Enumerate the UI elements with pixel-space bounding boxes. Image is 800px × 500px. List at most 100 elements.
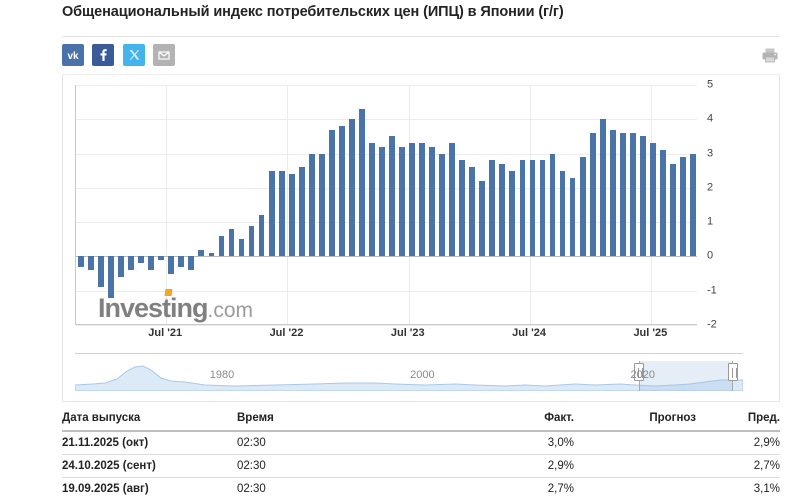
navigator-handle-right[interactable] xyxy=(727,363,738,381)
chart-bar[interactable] xyxy=(529,160,536,257)
chart-bar[interactable] xyxy=(348,119,355,257)
chart-bar[interactable] xyxy=(369,143,375,257)
chart-bar[interactable] xyxy=(680,157,686,257)
chart-bar[interactable] xyxy=(609,129,616,257)
twitter-share-button[interactable] xyxy=(122,44,145,66)
vk-share-button[interactable]: vk xyxy=(62,44,84,66)
table-row[interactable]: 24.10.2025 (сент) 02:30 2,9% 2,7% xyxy=(62,454,780,478)
table-cell-date: 21.11.2025 (окт) xyxy=(62,431,237,455)
title-divider xyxy=(62,36,780,37)
column-header-forecast[interactable]: Прогноз xyxy=(592,410,702,432)
chart-bar[interactable] xyxy=(138,256,145,264)
chart-bar[interactable] xyxy=(399,146,405,257)
table-cell-actual: 2,9% xyxy=(472,454,592,478)
chart-bar[interactable] xyxy=(489,160,496,257)
grid-line xyxy=(76,187,697,189)
table-cell-previous: 2,9% xyxy=(702,431,780,455)
chart-bar[interactable] xyxy=(268,170,275,257)
chart-bar[interactable] xyxy=(569,177,576,257)
column-header-time[interactable]: Время xyxy=(237,410,472,432)
chart-bars[interactable] xyxy=(76,85,697,324)
chart-bar[interactable] xyxy=(248,225,255,257)
chart-bar[interactable] xyxy=(379,146,385,257)
chart-bar[interactable] xyxy=(238,239,245,257)
chart-bar[interactable] xyxy=(118,256,125,277)
print-button[interactable] xyxy=(760,45,780,65)
chart-bar[interactable] xyxy=(218,235,225,257)
chart-bar[interactable] xyxy=(148,256,155,271)
chart-bar[interactable] xyxy=(298,167,305,257)
chart-bar[interactable] xyxy=(178,256,185,267)
grid-line-vertical xyxy=(166,85,168,324)
chart-bar[interactable] xyxy=(318,153,325,257)
table-row[interactable]: 19.09.2025 (авг) 02:30 2,7% 3,1% xyxy=(62,477,780,500)
table-cell-forecast xyxy=(592,431,702,455)
chart-bar[interactable] xyxy=(549,153,556,257)
column-header-date[interactable]: Дата выпуска xyxy=(62,410,237,432)
chart-bar[interactable] xyxy=(278,170,285,257)
chart-bar[interactable] xyxy=(509,170,516,257)
chart-bar[interactable] xyxy=(479,181,486,257)
chart-bar[interactable] xyxy=(88,256,94,271)
facebook-share-button[interactable] xyxy=(92,44,115,66)
chart-bar[interactable] xyxy=(168,256,175,274)
chart-bar[interactable] xyxy=(639,136,646,257)
chart-bar[interactable] xyxy=(78,256,84,267)
chart-bar[interactable] xyxy=(629,133,636,257)
chart-bar[interactable] xyxy=(128,256,135,271)
chart-bar[interactable] xyxy=(429,146,436,257)
chart-bar[interactable] xyxy=(670,163,676,257)
chart-bar[interactable] xyxy=(559,170,566,257)
chart-bar[interactable] xyxy=(288,174,295,257)
chart-bar[interactable] xyxy=(659,150,666,257)
chart-bar[interactable] xyxy=(308,153,315,257)
chart-bar[interactable] xyxy=(328,129,335,257)
chart-bar[interactable] xyxy=(499,163,506,257)
email-share-button[interactable] xyxy=(153,44,176,66)
chart-bar[interactable] xyxy=(98,256,104,288)
chart-bar[interactable] xyxy=(589,133,596,257)
chart-bar[interactable] xyxy=(599,119,606,257)
chart-bar[interactable] xyxy=(619,133,626,257)
chart-bar[interactable] xyxy=(579,157,586,257)
column-header-previous[interactable]: Пред. xyxy=(702,410,780,432)
y-axis-labels: 5 4 3 2 1 0 -1 -2 xyxy=(703,75,743,335)
chart-bar[interactable] xyxy=(338,126,345,257)
chart-bar[interactable] xyxy=(419,143,426,257)
chart-bar[interactable] xyxy=(459,160,466,257)
table-cell-previous: 2,7% xyxy=(702,454,780,478)
x-axis-tick-label: Jul '22 xyxy=(269,327,304,339)
chart-bar[interactable] xyxy=(649,143,656,257)
table-cell-time: 02:30 xyxy=(237,477,472,500)
chart-bar[interactable] xyxy=(690,153,696,257)
chart-bar[interactable] xyxy=(108,256,115,298)
chart-bar[interactable] xyxy=(208,253,215,257)
chart-bar[interactable] xyxy=(158,256,165,260)
chart-bar[interactable] xyxy=(359,109,365,257)
chart-navigator[interactable]: 1980 2000 2020 xyxy=(75,353,743,391)
zero-line xyxy=(76,256,697,258)
navigator-axis-label: 2000 xyxy=(410,369,435,381)
chart-bar[interactable] xyxy=(188,256,195,271)
chart-plot-area[interactable]: Investing.com xyxy=(75,85,697,326)
chart-bar[interactable] xyxy=(258,215,265,257)
svg-text:vk: vk xyxy=(67,51,79,62)
chart-bar[interactable] xyxy=(228,229,235,257)
chart-bar[interactable] xyxy=(409,143,415,257)
chart-bar[interactable] xyxy=(469,167,476,257)
chart-bar[interactable] xyxy=(439,153,446,257)
envelope-icon xyxy=(158,51,170,60)
navigator-handle-left[interactable] xyxy=(634,363,645,381)
chart-bar[interactable] xyxy=(449,143,456,257)
chart-bar[interactable] xyxy=(539,160,546,257)
chart-bar[interactable] xyxy=(389,136,395,257)
chart-container[interactable]: Investing.com 5 4 3 2 1 0 -1 -2 Jul '21 Jul '22 J… xyxy=(62,74,780,402)
navigator-top-rule xyxy=(75,353,743,354)
table-row[interactable]: 21.11.2025 (окт) 02:30 3,0% 2,9% xyxy=(62,431,780,455)
chart-bar[interactable] xyxy=(198,249,205,257)
navigator-axis-label: 2020 xyxy=(630,369,656,381)
table-cell-date: 24.10.2025 (сент) xyxy=(62,454,237,478)
chart-bar[interactable] xyxy=(519,160,526,257)
column-header-actual[interactable]: Факт. xyxy=(472,410,592,432)
